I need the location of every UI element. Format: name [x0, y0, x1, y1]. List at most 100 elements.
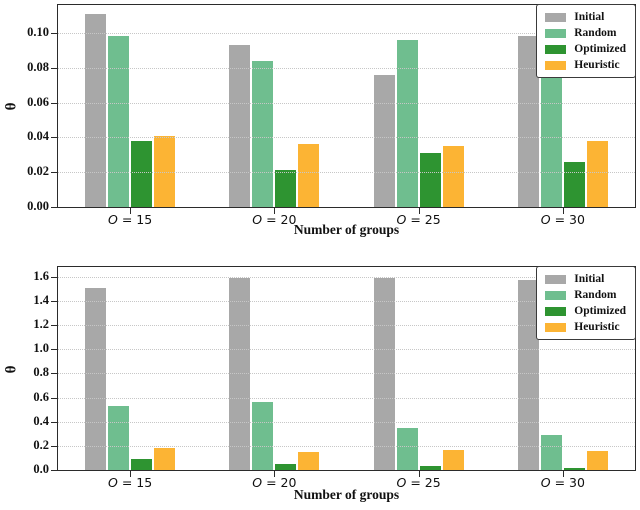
x-tick-label: O = 30: [540, 475, 585, 490]
x-tick-symbol: O: [540, 212, 551, 227]
y-tick-mark: [51, 276, 58, 278]
top-plot-area: O = 15 O = 20 O = 25 O = 30 0.00 0.02 0.04 0.06…: [27, 4, 636, 227]
x-tick-symbol: O: [252, 475, 263, 490]
x-tick-mark: [562, 207, 564, 214]
bar-heuristic-4: [586, 140, 608, 207]
bar-random-3: [396, 39, 418, 207]
gridline: [58, 373, 635, 375]
y-tick-mark: [51, 349, 58, 351]
x-tick-symbol: O: [540, 475, 551, 490]
x-tick-symbol: O: [108, 475, 118, 490]
bar-random-2: [252, 60, 274, 207]
gridline: [58, 445, 635, 447]
legend: Initial Random Optimized Heuristic: [536, 4, 636, 78]
bar-heuristic-2: [298, 451, 320, 470]
x-tick-symbol: O: [396, 212, 407, 227]
gridline: [58, 300, 635, 302]
legend-item-random: Random: [545, 27, 626, 39]
legend-item-initial: Initial: [545, 11, 626, 23]
y-tick-label: 0.4: [33, 413, 49, 428]
bar-random-1: [108, 36, 130, 207]
bar-random-2: [252, 402, 274, 470]
bar-optimized-1: [131, 459, 153, 470]
bar-group-O=25: [373, 39, 464, 207]
y-tick-mark: [51, 67, 58, 69]
y-tick-mark: [51, 207, 58, 208]
gridline: [58, 137, 635, 139]
bottom-plot-area: O = 15 O = 20 O = 25 O = 30 0.0 0.2 0.4 0.6 0.8 1…: [33, 266, 636, 490]
bar-group-O=15: [85, 13, 176, 207]
x-tick-symbol: O: [252, 212, 263, 227]
legend-label: Initial: [574, 273, 605, 285]
heuristic-swatch-icon: [545, 60, 567, 70]
y-tick-mark: [51, 325, 58, 326]
gridline: [58, 32, 635, 34]
x-tick-label: O = 20: [252, 212, 297, 227]
initial-swatch-icon: [545, 274, 567, 284]
y-tick-label: 0.02: [27, 164, 49, 179]
gridline: [58, 325, 635, 326]
y-tick-label: 0.8: [33, 365, 49, 380]
legend-label: Heuristic: [574, 321, 620, 333]
bar-heuristic-1: [154, 448, 176, 470]
y-tick-mark: [51, 172, 58, 174]
x-tick-mark: [274, 470, 276, 477]
random-swatch-icon: [545, 28, 567, 38]
x-tick-symbol: O: [108, 212, 118, 227]
y-tick-label: 1.0: [33, 341, 49, 356]
x-tick-label: O = 25: [396, 212, 441, 227]
y-tick-label: 1.6: [33, 268, 49, 283]
legend-item-optimized: Optimized: [545, 43, 626, 55]
optimized-swatch-icon: [545, 306, 567, 316]
y-tick-mark: [51, 102, 58, 104]
y-tick-label: 0.10: [27, 25, 49, 40]
legend-label: Optimized: [574, 43, 626, 55]
y-tick-label: 0.0: [33, 462, 49, 477]
y-tick-label: 0.00: [27, 199, 49, 214]
y-tick-label: 0.08: [27, 59, 49, 74]
gridline: [58, 102, 635, 104]
bar-heuristic-2: [298, 144, 320, 207]
y-tick-mark: [51, 137, 58, 139]
initial-swatch-icon: [545, 12, 567, 22]
bar-optimized-3: [419, 466, 441, 470]
x-tick-mark: [130, 207, 132, 214]
x-tick-mark: [418, 470, 420, 477]
bar-heuristic-1: [154, 135, 176, 207]
bar-optimized-3: [419, 153, 441, 207]
bar-optimized-2: [275, 464, 297, 470]
x-tick-label: O = 15: [108, 212, 153, 227]
legend-item-initial: Initial: [545, 273, 626, 285]
x-tick-symbol: O: [396, 475, 407, 490]
bar-initial-1: [85, 287, 107, 470]
bar-optimized-2: [275, 170, 297, 207]
y-tick-label: 1.4: [33, 292, 49, 307]
bar-group-O=15: [85, 287, 176, 470]
legend-label: Heuristic: [574, 59, 620, 71]
gridline: [58, 67, 635, 69]
legend-item-heuristic: Heuristic: [545, 321, 626, 333]
bar-optimized-4: [563, 467, 585, 470]
legend-label: Initial: [574, 11, 605, 23]
gridline: [58, 172, 635, 174]
legend-item-optimized: Optimized: [545, 305, 626, 317]
x-tick-label: O = 20: [252, 475, 297, 490]
y-tick-mark: [51, 32, 58, 34]
y-tick-label: 0.06: [27, 94, 49, 109]
legend-label: Optimized: [574, 305, 626, 317]
y-tick-mark: [51, 421, 58, 423]
x-tick-mark: [562, 470, 564, 477]
top-x-axis-label: Number of groups: [293, 222, 400, 237]
bar-random-1: [108, 406, 130, 470]
bar-random-4: [540, 435, 562, 470]
x-tick-mark: [418, 207, 420, 214]
bottom-x-axis-label: Number of groups: [293, 487, 400, 502]
legend-label: Random: [574, 289, 617, 301]
bar-optimized-1: [131, 140, 153, 207]
y-tick-label: 0.04: [27, 129, 49, 144]
legend-item-random: Random: [545, 289, 626, 301]
y-tick-mark: [51, 397, 58, 399]
y-tick-label: 0.2: [33, 437, 49, 452]
x-tick-mark: [274, 207, 276, 214]
